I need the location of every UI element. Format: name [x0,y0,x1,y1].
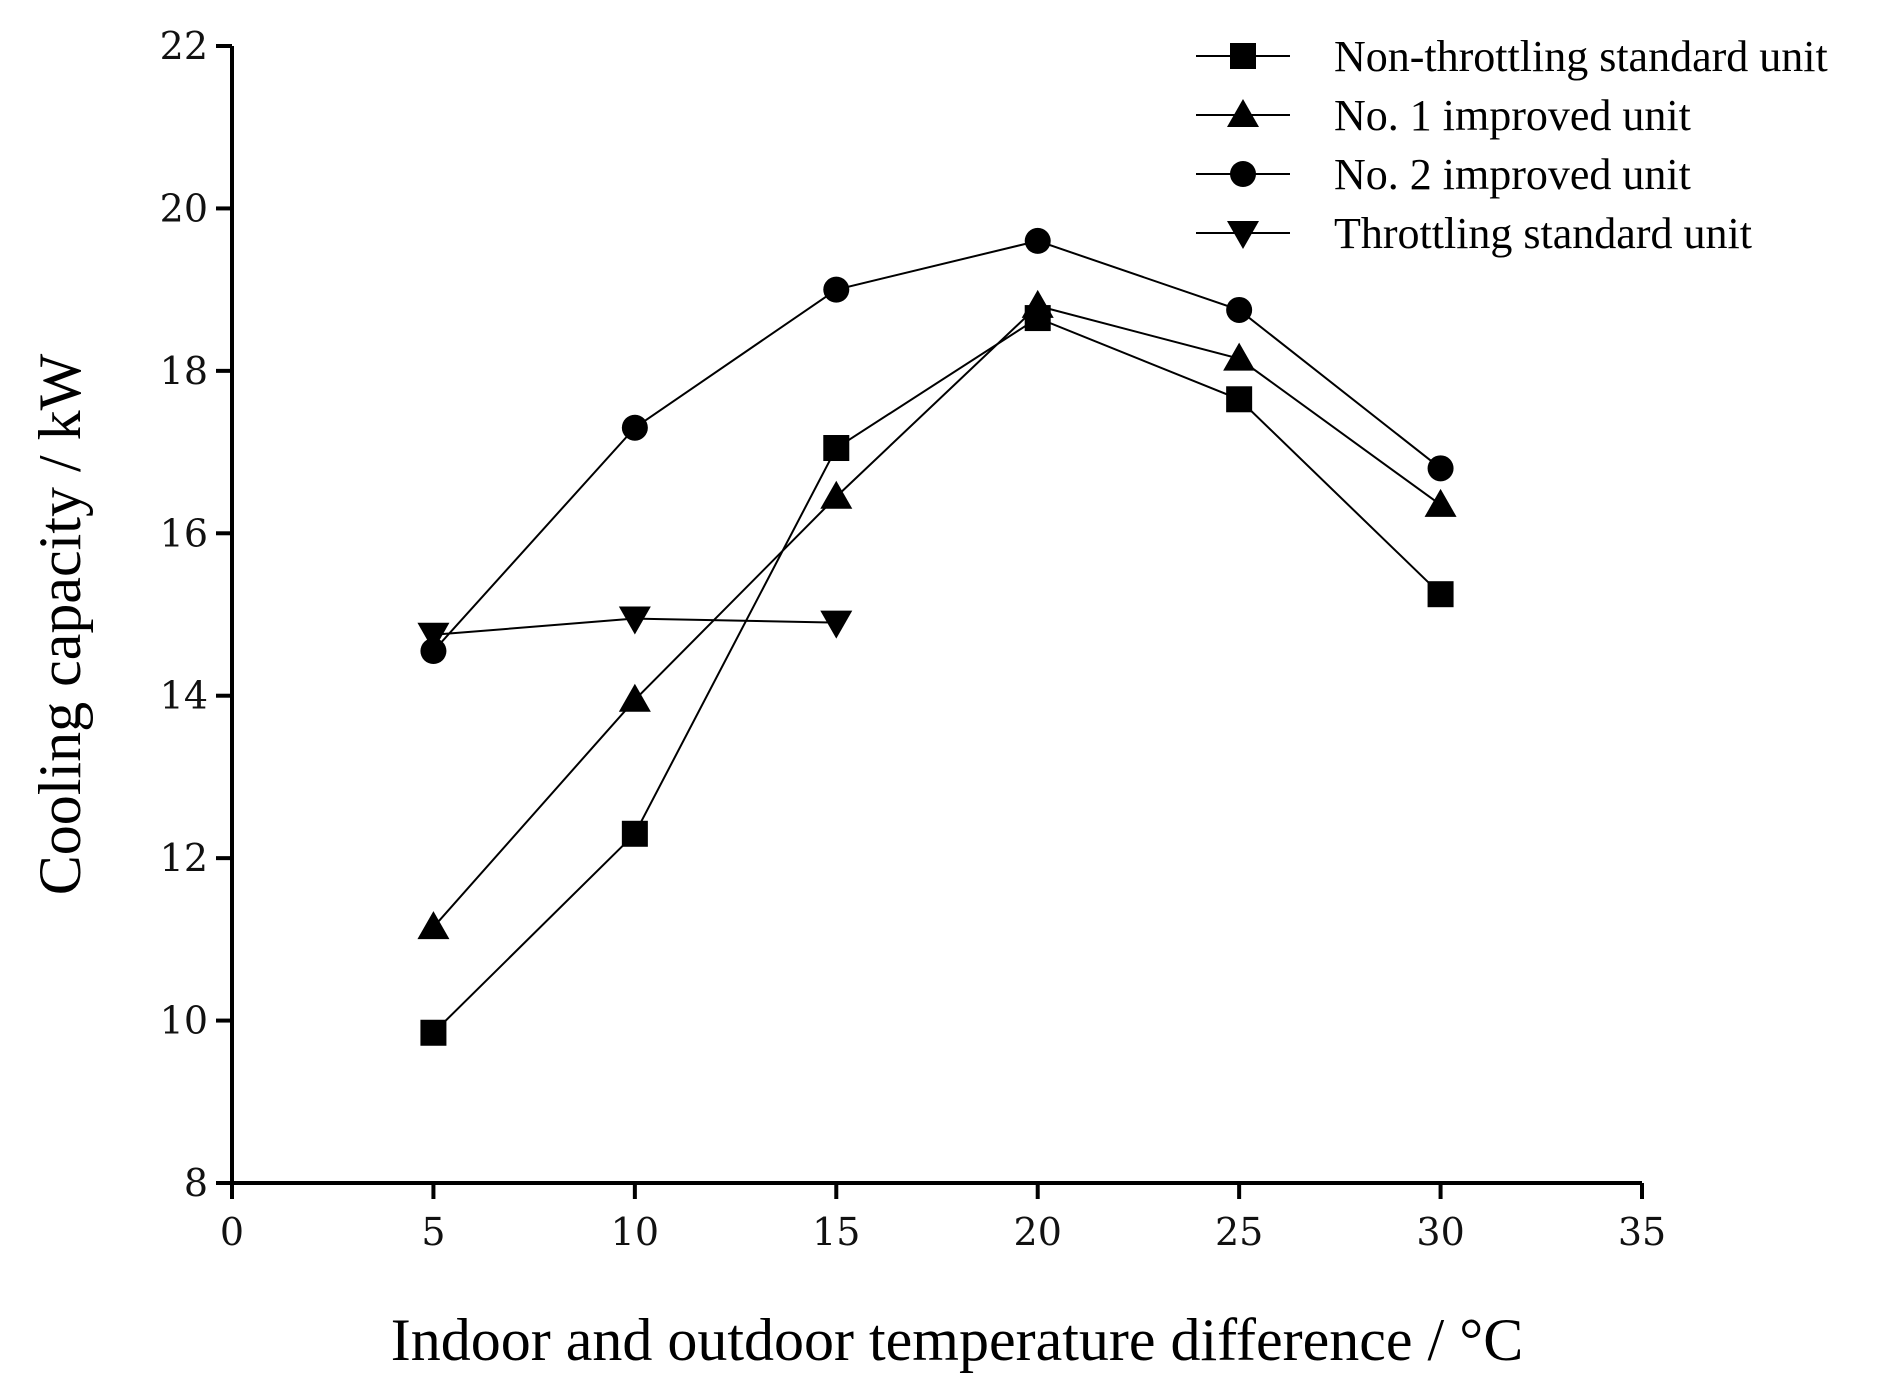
x-tick-label: 20 [1014,1210,1062,1254]
x-tick-label: 0 [220,1210,244,1254]
data-point [420,638,447,665]
x-tick-label: 5 [421,1210,445,1254]
series-layer [417,227,1457,1046]
data-point [618,683,651,712]
data-point [1223,342,1256,371]
data-point [1226,296,1253,323]
x-axis-title: Indoor and outdoor temperature differenc… [391,1307,1523,1373]
legend-item: Throttling standard unit [1196,209,1752,258]
y-tick-label: 18 [160,349,208,393]
y-axis-title: Cooling capacity / kW [27,353,93,895]
legend-marker [1230,43,1256,69]
data-point [1424,488,1457,517]
legend-label: Throttling standard unit [1334,209,1752,258]
x-tick-label: 25 [1215,1210,1263,1254]
data-point [618,606,651,635]
legend-item: No. 2 improved unit [1196,150,1691,199]
series-4 [417,606,853,651]
data-point [1226,386,1253,413]
data-point [823,435,850,462]
y-tick-label: 10 [160,999,208,1043]
legend-marker [1230,161,1256,187]
legend-label: No. 2 improved unit [1334,150,1691,199]
y-tick-label: 16 [160,511,208,555]
series-line [432,304,1442,928]
data-point [823,276,850,303]
y-tick-label: 20 [160,186,208,230]
data-point [1427,455,1454,482]
legend-marker [1227,99,1259,127]
legend-item: Non-throttling standard unit [1196,32,1828,81]
series-3 [420,227,1454,665]
data-point [420,1019,447,1046]
y-tick-label: 14 [160,674,208,718]
series-line [432,316,1442,1034]
axes: 8 10 12 14 16 18 20 22 0 5 10 15 20 25 30 35 [160,24,1667,1254]
x-tick-label: 10 [611,1210,659,1254]
y-tick-label: 12 [160,836,208,880]
legend-label: No. 1 improved unit [1334,91,1691,140]
y-tick-label: 22 [160,24,208,68]
legend: Non-throttling standard unit No. 1 improv… [1196,32,1828,258]
x-tick-label: 15 [812,1210,860,1254]
x-tick-label: 30 [1416,1210,1464,1254]
series-1 [420,305,1454,1046]
legend-label: Non-throttling standard unit [1334,32,1828,81]
data-point [1021,289,1054,318]
series-line [432,239,1442,652]
data-point [1427,581,1454,608]
series-2 [417,289,1457,940]
data-point [417,911,450,940]
data-point [621,414,648,441]
legend-item: No. 1 improved unit [1196,91,1691,140]
x-tick-label: 35 [1618,1210,1666,1254]
legend-marker [1227,221,1259,249]
data-point [820,480,853,509]
data-point [820,610,853,639]
data-point [417,622,450,651]
y-tick-label: 8 [184,1161,208,1205]
data-point [1024,227,1051,254]
data-point [621,820,648,847]
